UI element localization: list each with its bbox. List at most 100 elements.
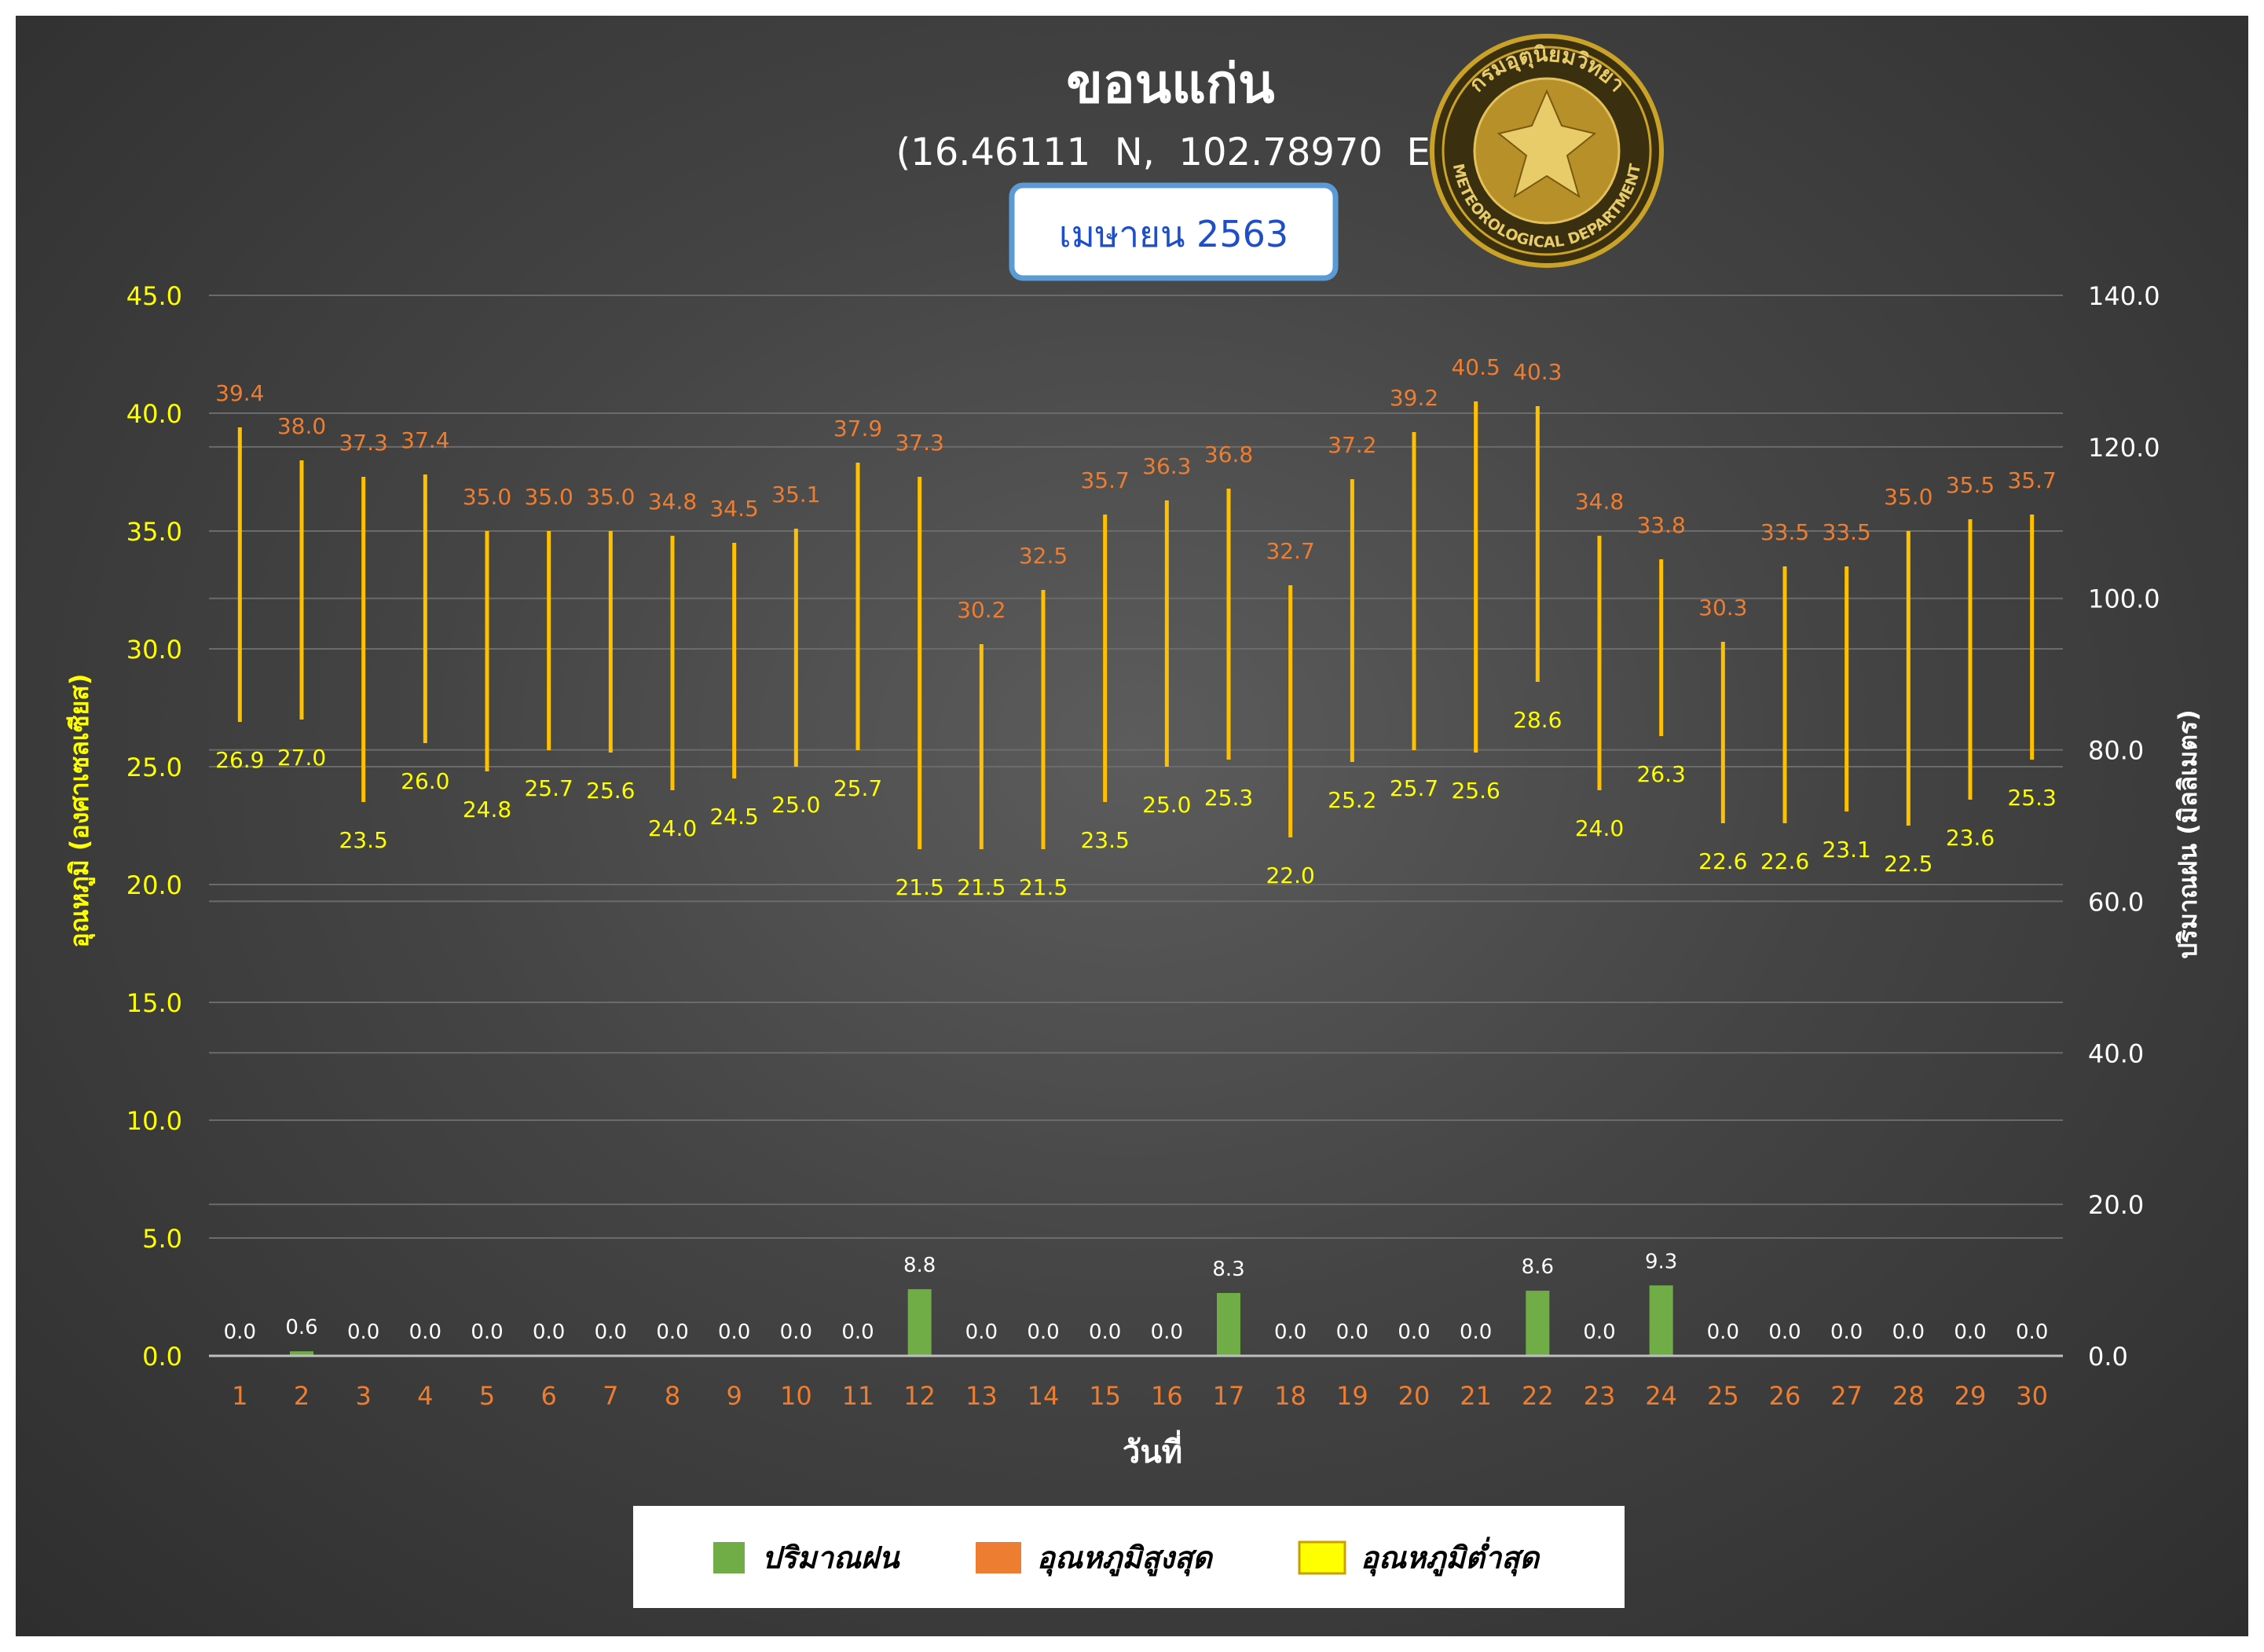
tmin-value-label: 22.6 <box>1760 848 1809 874</box>
x-tick-label: 6 <box>540 1381 556 1411</box>
rain-value-label: 0.0 <box>1892 1321 1925 1344</box>
tmin-value-label: 26.3 <box>1636 761 1685 787</box>
tmax-value-label: 32.7 <box>1266 538 1314 564</box>
period-box: เมษายน 2563 <box>1009 182 1339 281</box>
tmax-value-label: 35.7 <box>2007 467 2056 493</box>
tmin-value-label: 24.8 <box>463 797 511 822</box>
y-tick-left: 15.0 <box>126 988 182 1018</box>
rain-value-label: 0.0 <box>1707 1321 1739 1344</box>
chart-svg: 0.0 39.4 26.9 0.6 38.0 27.0 0.0 37.3 23.5 0.0 37.4… <box>64 34 2203 1608</box>
rain-value-label: 8.3 <box>1212 1258 1244 1281</box>
x-tick-label: 12 <box>903 1381 936 1411</box>
tmin-value-label: 24.0 <box>1575 815 1624 841</box>
x-tick-label: 11 <box>842 1381 874 1411</box>
x-tick-label: 28 <box>1892 1381 1925 1411</box>
x-tick-label: 8 <box>665 1381 680 1411</box>
x-tick-label: 25 <box>1707 1381 1739 1411</box>
x-tick-label: 27 <box>1830 1381 1863 1411</box>
x-tick-label: 24 <box>1645 1381 1677 1411</box>
x-tick-label: 13 <box>965 1381 998 1411</box>
tmax-value-label: 36.3 <box>1142 453 1191 479</box>
tmin-value-label: 24.0 <box>648 815 697 841</box>
rain-bar <box>907 1289 932 1356</box>
legend-label-tmin: อุณหภูมิต่ำสุด <box>1361 1537 1540 1577</box>
data-labels: 0.0 39.4 26.9 0.6 38.0 27.0 0.0 37.3 23.5 0.0 37.4… <box>215 354 2057 1344</box>
x-tick-label: 23 <box>1584 1381 1616 1411</box>
rain-bar <box>1217 1292 1240 1356</box>
y-tick-right: 120.0 <box>2088 433 2160 463</box>
legend-label-rain: ปริมาณฝน <box>762 1540 900 1575</box>
chart-frame: 0.0 39.4 26.9 0.6 38.0 27.0 0.0 37.3 23.5 0.0 37.4… <box>16 16 2248 1636</box>
tmax-value-label: 37.9 <box>833 416 882 441</box>
tmax-value-label: 34.5 <box>709 496 758 522</box>
x-tick-label: 15 <box>1089 1381 1121 1411</box>
temperature-range-lines <box>237 401 2035 849</box>
tmax-value-label: 32.5 <box>1019 543 1068 569</box>
x-tick-label: 22 <box>1522 1381 1554 1411</box>
y-tick-left: 40.0 <box>126 399 182 429</box>
tmin-value-label: 22.0 <box>1266 863 1314 888</box>
rain-value-label: 0.0 <box>1027 1321 1059 1344</box>
tmin-value-label: 21.5 <box>957 874 1006 900</box>
tmax-value-label: 35.1 <box>771 482 820 507</box>
tmin-value-label: 23.5 <box>339 827 387 853</box>
tmin-value-label: 25.3 <box>1204 785 1253 811</box>
tmax-value-label: 40.5 <box>1451 354 1500 380</box>
tmin-value-label: 25.7 <box>833 775 882 801</box>
chart-title: ขอนแก่น <box>1066 53 1274 115</box>
x-tick-label: 4 <box>417 1381 433 1411</box>
rain-value-label: 0.0 <box>1151 1321 1183 1344</box>
rain-value-label: 8.8 <box>903 1254 936 1277</box>
x-tick-label: 7 <box>603 1381 618 1411</box>
tmin-value-label: 25.7 <box>524 775 573 801</box>
x-tick-label: 14 <box>1028 1381 1060 1411</box>
tmax-value-label: 33.5 <box>1822 519 1870 545</box>
tmax-value-label: 37.3 <box>339 430 387 456</box>
tmax-value-label: 35.0 <box>524 484 573 510</box>
rain-value-label: 0.0 <box>1274 1321 1306 1344</box>
tmin-value-label: 23.5 <box>1080 827 1129 853</box>
tmin-value-label: 25.2 <box>1328 787 1376 813</box>
meteorological-department-logo: กรมอุตุนิยมวิทยา METEOROLOGICAL DEPARTME… <box>1430 34 1664 268</box>
rain-value-label: 0.0 <box>780 1321 812 1344</box>
x-tick-label: 26 <box>1769 1381 1801 1411</box>
tmin-value-label: 25.7 <box>1390 775 1438 801</box>
rain-value-label: 0.0 <box>409 1321 441 1344</box>
tmax-value-label: 35.0 <box>463 484 511 510</box>
rain-value-label: 0.0 <box>1768 1321 1801 1344</box>
y-tick-right: 100.0 <box>2088 584 2160 614</box>
rain-value-label: 0.0 <box>595 1321 627 1344</box>
tmin-value-label: 27.0 <box>277 745 326 771</box>
tmin-value-label: 26.9 <box>215 747 264 773</box>
rain-value-label: 0.0 <box>1398 1321 1430 1344</box>
rain-value-label: 0.0 <box>1336 1321 1368 1344</box>
rain-value-label: 8.6 <box>1522 1255 1554 1279</box>
y-tick-left: 45.0 <box>126 281 182 311</box>
rain-bar <box>1526 1291 1550 1356</box>
tmax-value-label: 35.0 <box>1884 484 1932 510</box>
x-tick-label: 29 <box>1954 1381 1987 1411</box>
legend-swatch-tmax <box>976 1542 1021 1573</box>
axes: 0.05.010.015.020.025.030.035.040.045.00.… <box>126 281 2160 1411</box>
tmin-value-label: 25.0 <box>1142 792 1191 818</box>
y-tick-left: 0.0 <box>142 1342 182 1372</box>
x-tick-label: 19 <box>1336 1381 1368 1411</box>
tmax-value-label: 30.2 <box>957 597 1006 623</box>
tmin-value-label: 25.6 <box>586 778 635 804</box>
y-tick-right: 80.0 <box>2088 736 2144 766</box>
tmax-value-label: 36.8 <box>1204 441 1253 467</box>
x-tick-label: 30 <box>2016 1381 2048 1411</box>
y-tick-right: 140.0 <box>2088 281 2160 311</box>
x-tick-label: 2 <box>294 1381 310 1411</box>
rain-bars <box>290 1285 1673 1356</box>
x-tick-label: 21 <box>1460 1381 1492 1411</box>
tmax-value-label: 38.0 <box>277 413 326 439</box>
tmax-value-label: 35.5 <box>1946 472 1995 498</box>
tmax-value-label: 35.7 <box>1080 467 1129 493</box>
tmin-value-label: 26.0 <box>401 768 449 794</box>
tmin-value-label: 25.0 <box>771 792 820 818</box>
x-tick-label: 20 <box>1398 1381 1431 1411</box>
x-axis-label: วันที่ <box>1123 1430 1182 1471</box>
y-tick-left: 35.0 <box>126 517 182 547</box>
y-tick-left: 25.0 <box>126 753 182 782</box>
